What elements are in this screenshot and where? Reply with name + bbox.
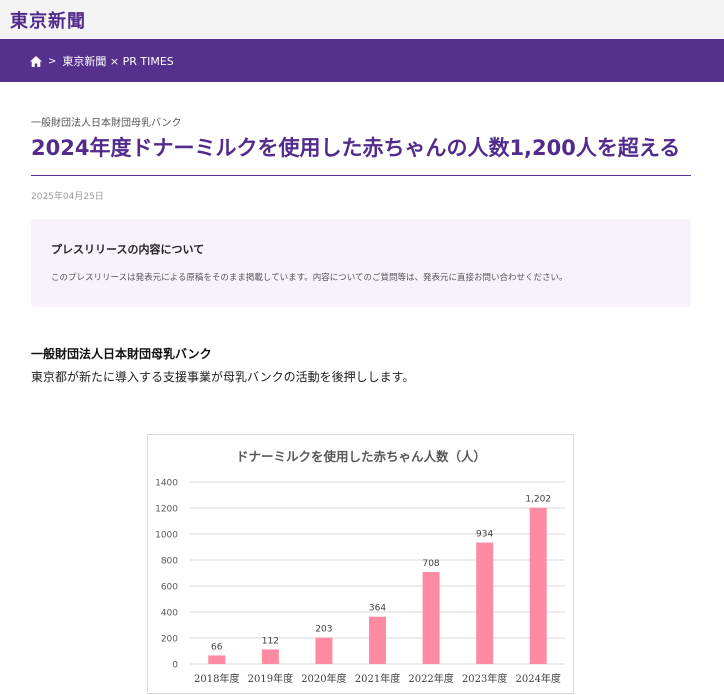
site-header: 東京新聞 (0, 0, 724, 39)
x-tick-label: 2018年度 (194, 672, 239, 685)
breadcrumb-bar: > 東京新聞 × PR TIMES (0, 39, 724, 82)
data-label: 934 (476, 530, 493, 540)
bar (315, 637, 333, 664)
y-tick-label: 1000 (155, 531, 178, 541)
bar (476, 542, 494, 664)
y-tick-label: 0 (172, 661, 178, 671)
bar (261, 649, 279, 664)
notice-body: このプレスリリースは発表元による原稿をそのまま掲載しています。内容についてのご質… (51, 273, 568, 283)
notice-title: プレスリリースの内容について (51, 243, 205, 256)
data-label: 112 (262, 636, 279, 646)
breadcrumb-current[interactable]: 東京新聞 × PR TIMES (62, 55, 174, 68)
y-tick-label: 800 (161, 557, 178, 567)
bar (529, 507, 547, 664)
title-divider (31, 175, 691, 176)
publisher-org[interactable]: 一般財団法人日本財団母乳バンク (31, 118, 182, 129)
publish-date: 2025年04月25日 (31, 192, 104, 202)
data-label: 203 (315, 625, 332, 635)
data-label: 708 (422, 559, 439, 569)
bar-chart: ドナーミルクを使用した赤ちゃん人数（人） 0 200 400 600 800 1000 120… (155, 449, 565, 685)
y-tick-label: 200 (161, 635, 178, 645)
bar (422, 571, 440, 664)
x-tick-label: 2023年度 (462, 672, 507, 685)
x-tick-label: 2020年度 (301, 672, 346, 685)
article-lede: 東京都が新たに導入する支援事業が母乳バンクの活動を後押しします。 (31, 370, 415, 384)
y-tick-label: 1200 (155, 505, 178, 515)
home-icon[interactable] (30, 55, 42, 67)
breadcrumb: > 東京新聞 × PR TIMES (30, 53, 174, 69)
page-title: 2024年度ドナーミルクを使用した赤ちゃんの人数1,200人を超える (31, 136, 681, 160)
y-tick-label: 600 (161, 583, 178, 593)
bar (208, 655, 226, 664)
y-tick-label: 1400 (155, 479, 178, 489)
article-org-heading: 一般財団法人日本財団母乳バンク (31, 347, 212, 361)
data-label: 364 (369, 604, 386, 614)
chart-title: ドナーミルクを使用した赤ちゃん人数（人） (236, 449, 486, 464)
data-label: 1,202 (525, 495, 551, 505)
x-tick-label: 2019年度 (248, 672, 293, 685)
y-tick-label: 400 (161, 609, 178, 619)
chart-image: ドナーミルクを使用した赤ちゃん人数（人） 0 200 400 600 800 1000 120… (147, 434, 574, 694)
press-release-notice: プレスリリースの内容について このプレスリリースは発表元による原稿をそのまま掲載… (31, 219, 691, 307)
data-label: 66 (211, 642, 223, 652)
x-tick-label: 2022年度 (408, 672, 453, 685)
x-tick-label: 2021年度 (355, 672, 400, 685)
bar (369, 616, 386, 664)
x-tick-label: 2024年度 (515, 672, 560, 685)
site-logo[interactable]: 東京新聞 (10, 11, 86, 32)
breadcrumb-separator: > (48, 55, 57, 67)
